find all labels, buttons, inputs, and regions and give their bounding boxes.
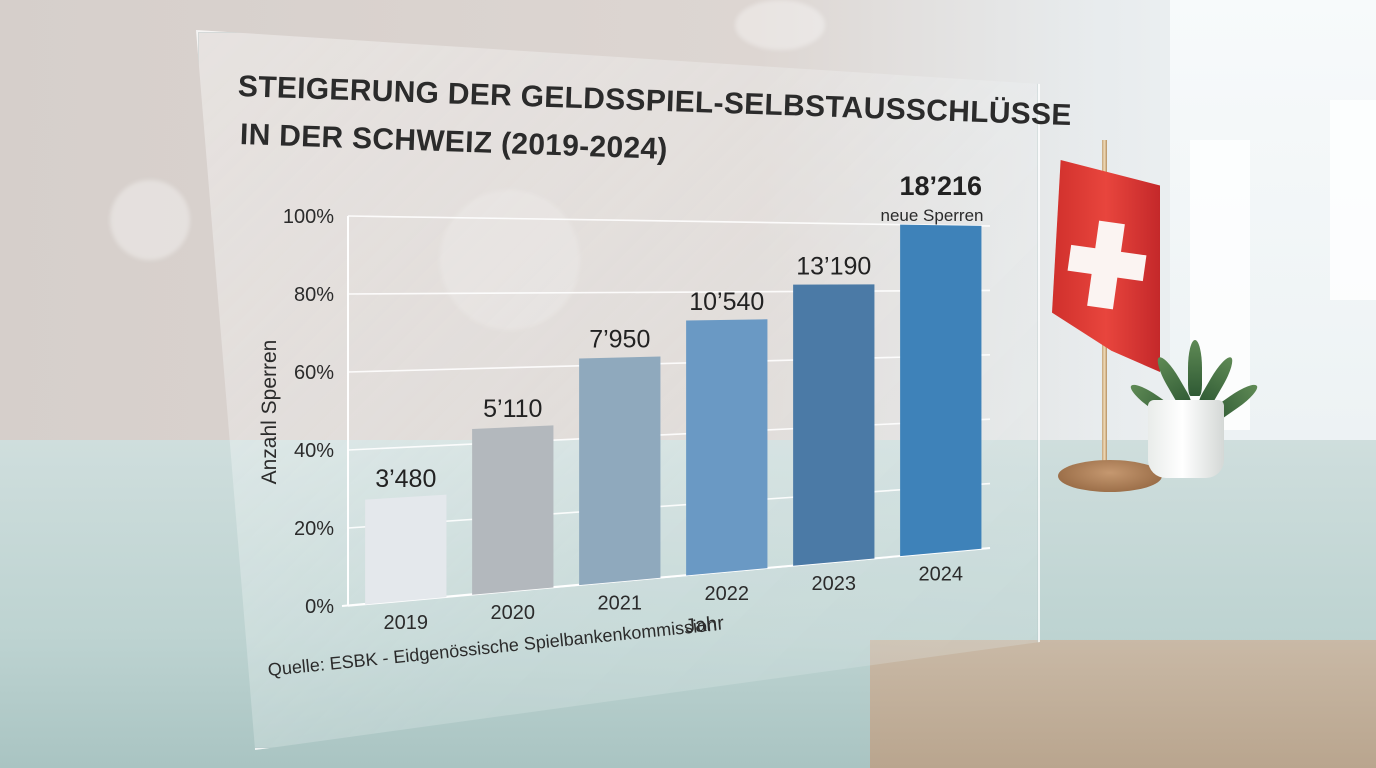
- x-tick-2022: 2022: [705, 583, 750, 605]
- gridline: [347, 354, 991, 373]
- gridline: [347, 215, 991, 227]
- bar-2020: [472, 425, 554, 595]
- x-tick-2020: 2020: [491, 602, 536, 624]
- gridline: [347, 482, 991, 529]
- plant-pot: [1148, 400, 1224, 478]
- plant-leaf: [1188, 340, 1202, 396]
- y-tick-label: 60%: [294, 362, 334, 384]
- x-axis-label: Jahr: [684, 612, 725, 637]
- bokeh-light: [440, 190, 580, 330]
- y-tick-label: 0%: [305, 596, 334, 618]
- x-tick-2023: 2023: [812, 573, 857, 595]
- y-tick-label: 20%: [294, 518, 334, 540]
- x-tick-2024: 2024: [919, 563, 964, 585]
- data-label-2022: 10’540: [689, 288, 764, 316]
- bokeh-light: [735, 0, 825, 50]
- bar-2019: [365, 494, 447, 605]
- window-pane: [1330, 100, 1376, 300]
- data-label-2021: 7’950: [589, 325, 650, 353]
- x-tick-2021: 2021: [598, 592, 643, 614]
- x-tick-2019: 2019: [384, 612, 429, 634]
- y-tick-label: 40%: [294, 440, 334, 462]
- bar-2024: [900, 224, 982, 557]
- gridline: [347, 289, 991, 295]
- highlight-note: neue Sperren: [880, 206, 983, 225]
- y-axis-label: Anzahl Sperren: [258, 340, 281, 485]
- data-label-2019: 3’480: [375, 465, 436, 493]
- data-label-2023: 13’190: [796, 253, 871, 281]
- data-label-2020: 5’110: [483, 395, 542, 423]
- y-tick-label: 80%: [294, 284, 334, 306]
- bar-2023: [793, 284, 875, 566]
- bar-2021: [579, 356, 661, 586]
- y-tick-label: 100%: [283, 206, 334, 228]
- flag-base: [1058, 460, 1162, 492]
- data-label-2024: 18’216: [899, 171, 982, 201]
- bokeh-light: [110, 180, 190, 260]
- wooden-floor: [870, 640, 1376, 768]
- x-axis-line: [341, 547, 991, 607]
- bar-2022: [686, 319, 768, 576]
- gridline: [347, 418, 991, 451]
